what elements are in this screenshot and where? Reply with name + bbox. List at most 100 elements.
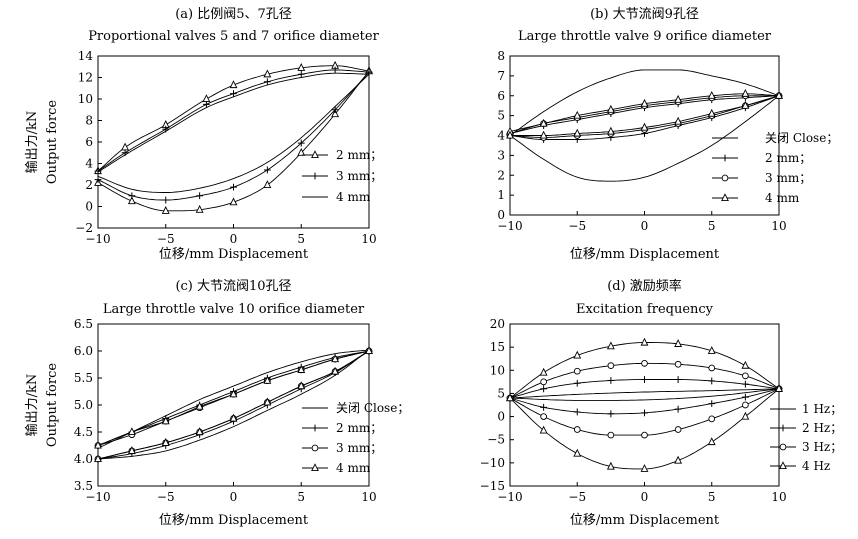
data-point-5: [674, 94, 683, 103]
series-line-upper: [97, 350, 370, 446]
legend-label: 3 mm；: [336, 441, 382, 455]
y-axis-label-en: Output force: [45, 100, 60, 184]
series-2-1: [509, 69, 780, 182]
x-tick-label: −5: [568, 490, 586, 504]
data-point-2: [573, 128, 582, 137]
legend-label: 3 mm；: [336, 169, 382, 183]
legend: 关闭 Close； 2 mm； 3 mm； 4 mm: [712, 131, 838, 205]
y-tick-label: 5.0: [74, 398, 93, 412]
y-tick-label: 5.5: [74, 371, 93, 385]
data-point-6: [297, 365, 306, 373]
data-point-2: [573, 448, 582, 457]
series-line-lower: [97, 350, 370, 460]
legend-label: 2 mm；: [336, 148, 382, 162]
chart-subtitle: Large throttle valve 10 orifice diameter: [103, 302, 365, 317]
series-line-lower: [97, 350, 370, 460]
data-point-4: [641, 376, 648, 383]
legend-label: 4 mm: [336, 461, 371, 475]
data-point-legend: [721, 154, 729, 162]
x-tick-label: 5: [297, 490, 305, 504]
data-point-6: [708, 364, 716, 372]
x-tick-label: −10: [497, 490, 522, 504]
legend-label: 4 mm: [765, 191, 800, 205]
y-axis-label: 输出力/kN: [24, 111, 40, 174]
y-tick-label: 6: [497, 89, 505, 103]
series-line-upper: [97, 72, 370, 173]
x-tick-label: 0: [230, 232, 238, 246]
data-point-5: [263, 78, 271, 86]
chart-subtitle: Excitation frequency: [576, 302, 714, 317]
y-axis-label: 输出力/kN: [24, 374, 40, 437]
chart-4: (d) 激励频率 Excitation frequency −10 −5 0 5 10 −15…: [480, 278, 843, 528]
y-tick-label: 14: [78, 49, 94, 63]
data-point-6: [708, 377, 716, 385]
y-tick-label: 8: [497, 49, 505, 63]
series-4-4: [506, 337, 783, 472]
data-point-3: [607, 410, 615, 418]
data-point-legend: [721, 193, 729, 202]
data-point-7: [331, 106, 339, 114]
series-line-lower: [509, 388, 780, 401]
data-point-7: [331, 66, 339, 74]
data-point-2: [573, 367, 581, 375]
y-tick-label: 10: [78, 92, 93, 106]
legend: 1 Hz； 2 Hz； 3 Hz； 4 Hz: [770, 402, 842, 473]
data-point-5: [674, 405, 682, 413]
data-point-1: [540, 378, 547, 386]
x-tick-label: −10: [497, 219, 522, 233]
data-point-1: [121, 142, 130, 151]
legend-label: 3 Hz；: [802, 440, 842, 454]
data-point-7: [741, 411, 750, 420]
x-tick-label: 5: [708, 219, 716, 233]
data-point-0: [94, 454, 102, 463]
data-point-2: [161, 437, 170, 446]
y-tick-label: 2: [85, 178, 93, 192]
y-tick-label: 4.5: [74, 425, 93, 439]
data-point-7: [741, 100, 750, 109]
chart-title: (d) 激励频率: [607, 278, 682, 294]
data-point-1: [127, 196, 136, 205]
data-point-6: [297, 381, 306, 390]
series-4-1: [509, 388, 780, 401]
series-line-upper: [509, 69, 780, 136]
data-point-7: [331, 354, 340, 363]
series-3-2: [94, 347, 373, 463]
data-point-6: [707, 108, 716, 117]
legend-label: 2 mm；: [336, 421, 382, 435]
data-point-4: [641, 359, 648, 367]
data-point-6: [708, 415, 716, 423]
series-line-lower: [97, 73, 370, 193]
data-point-6: [297, 63, 306, 71]
chart-title: (b) 大节流阀9孔径: [590, 7, 699, 22]
legend: 关闭 Close； 2 mm； 3 mm； 4 mm: [302, 401, 409, 475]
y-tick-label: 15: [490, 340, 505, 354]
data-point-2: [573, 408, 581, 416]
y-tick-label: 2: [497, 168, 505, 182]
y-tick-label: 0: [85, 200, 93, 214]
y-tick-label: −2: [75, 221, 93, 235]
data-point-3: [203, 100, 210, 108]
data-point-legend: [779, 443, 787, 451]
data-point-3: [196, 192, 204, 200]
data-point-4: [641, 409, 648, 417]
y-tick-label: 5: [497, 386, 505, 400]
data-point-7: [742, 372, 749, 380]
chart-2: (b) 大节流阀9孔径 Large throttle valve 9 orific…: [497, 7, 838, 262]
x-axis-label: 位移/mm Displacement: [159, 247, 309, 262]
chart-subtitle: Proportional valves 5 and 7 orifice diam…: [88, 29, 379, 44]
data-point-1: [539, 118, 548, 127]
data-point-4: [230, 183, 237, 191]
y-tick-label: 6.5: [74, 317, 93, 331]
x-tick-label: −5: [568, 219, 586, 233]
y-tick-label: −10: [480, 456, 505, 470]
x-tick-label: −10: [85, 490, 110, 504]
series-line-upper: [97, 350, 370, 446]
series-line-lower: [509, 388, 780, 470]
data-point-legend: [311, 150, 319, 159]
data-point-3: [195, 204, 204, 213]
y-axis-label-en: Output force: [45, 363, 60, 447]
data-point-3: [606, 104, 615, 113]
data-point-3: [606, 341, 615, 350]
data-point-8: [775, 383, 783, 392]
